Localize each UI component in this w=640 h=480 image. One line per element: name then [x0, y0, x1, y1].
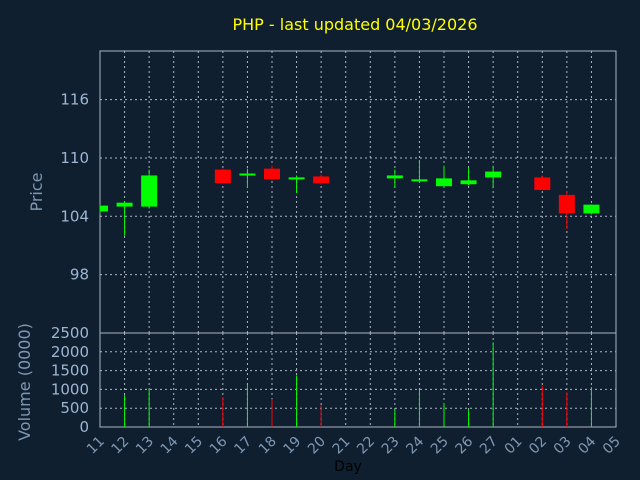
candle-12 [116, 201, 133, 236]
price-ticks: 98 104 110 116 [60, 91, 89, 284]
candle-body [214, 169, 231, 184]
price-axis-label: Price [27, 172, 46, 211]
volume-tick-label: 1000 [51, 380, 89, 398]
x-axis-label: Day [334, 459, 362, 475]
x-axis-ticks: 11 12 13 14 15 16 17 18 19 20 21 22 23 24 25 26 27 01 02 03… [84, 433, 624, 457]
x-tick-label: 14 [158, 433, 182, 457]
candle-17 [239, 168, 256, 189]
volume-tick-label: 2500 [51, 324, 89, 342]
price-tick-label: 98 [70, 266, 89, 284]
x-tick-label: 02 [526, 434, 550, 458]
candles [99, 159, 600, 236]
candle-16 [214, 168, 231, 184]
x-tick-label: 01 [502, 434, 526, 458]
candle-26 [460, 167, 477, 186]
candle-13 [141, 169, 158, 209]
x-tick-label: 22 [354, 434, 378, 458]
x-tick-label: 04 [575, 433, 599, 457]
volume-plot-frame [99, 332, 617, 428]
price-tick-label: 104 [60, 207, 89, 225]
volume-tick-label: 2000 [51, 343, 89, 361]
candle-body [460, 180, 477, 185]
price-grid [100, 51, 616, 333]
candle-body [583, 204, 600, 214]
candle-02 [534, 175, 551, 191]
candle-04 [583, 204, 600, 215]
candle-body [436, 178, 452, 187]
candle-23 [386, 169, 403, 188]
volume-tick-label: 0 [79, 418, 89, 436]
x-tick-label: 24 [403, 433, 427, 457]
x-tick-label: 16 [207, 433, 231, 457]
x-tick-label: 23 [379, 434, 403, 458]
candle-20 [313, 174, 330, 185]
candle-body [534, 177, 551, 191]
candle-19 [288, 175, 305, 193]
x-tick-label: 13 [133, 434, 157, 458]
candle-27 [485, 165, 502, 189]
candle-body [386, 175, 403, 179]
candle-body [141, 175, 158, 207]
x-tick-label: 27 [477, 434, 501, 458]
chart-title: PHP - last updated 04/03/2026 [232, 15, 477, 34]
candle-body [116, 202, 133, 207]
candle-25 [436, 165, 452, 188]
x-tick-label: 26 [452, 433, 476, 457]
candle-24 [411, 159, 428, 183]
candle-body [264, 168, 280, 180]
price-tick-label: 116 [60, 91, 89, 109]
volume-tick-label: 500 [60, 399, 89, 417]
price-panel: 98 104 110 116 Price [27, 50, 617, 334]
x-tick-label: 12 [108, 434, 132, 458]
x-tick-label: 21 [330, 434, 354, 458]
x-tick-label: 17 [231, 434, 255, 458]
candle-body [239, 173, 256, 176]
candle-body [485, 171, 502, 178]
price-tick-label: 110 [60, 149, 89, 167]
x-tick-label: 11 [84, 434, 108, 458]
x-tick-label: 25 [428, 434, 452, 458]
candle-body [288, 177, 305, 180]
candle-body [558, 194, 575, 214]
x-tick-label: 19 [280, 434, 304, 458]
x-tick-label: 15 [182, 434, 206, 458]
volume-axis-label: Volume (0000) [15, 323, 34, 441]
candle-body [313, 176, 330, 184]
price-plot-frame [99, 50, 617, 334]
x-tick-label: 18 [256, 434, 280, 458]
x-tick-label: 03 [551, 434, 575, 458]
volume-grid [100, 333, 616, 427]
x-tick-label: 20 [305, 434, 329, 458]
candle-body [100, 205, 108, 212]
volume-tick-label: 1500 [51, 362, 89, 380]
candle-body [411, 179, 428, 182]
candle-18 [264, 165, 280, 181]
x-tick-label: 05 [600, 434, 624, 458]
candle-03 [558, 191, 575, 229]
volume-bars [124, 342, 592, 427]
candle-11 [99, 204, 108, 214]
